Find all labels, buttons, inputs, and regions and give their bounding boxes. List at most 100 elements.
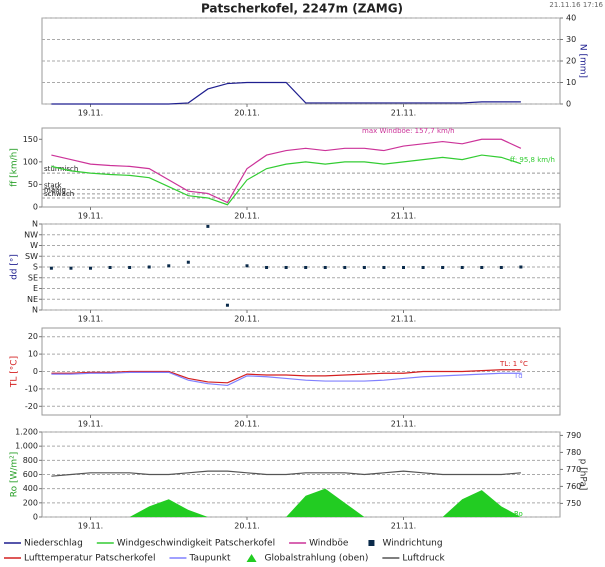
direction-point <box>323 265 327 269</box>
y-tick-label: -10 <box>25 384 38 393</box>
legend-label: Windgeschwindigkeit Patscherkofel <box>117 539 275 549</box>
x-tick-label: 21.11. <box>391 420 416 429</box>
legend-label: Lufttemperatur Patscherkofel <box>24 554 155 564</box>
annotation: TL: 1 °C <box>499 360 528 368</box>
y-tick-label: 0 <box>33 367 38 376</box>
x-tick-label: 21.11. <box>391 522 416 531</box>
y2-axis-label: N [mm] <box>578 44 588 78</box>
y2-tick-label: 10 <box>566 78 576 87</box>
direction-point <box>225 303 229 307</box>
y-tick-label: E <box>33 284 38 293</box>
series-line <box>51 81 521 105</box>
legend-label: Globalstrahlung (oben) <box>265 554 369 564</box>
y2-tick-label: 40 <box>566 14 576 23</box>
series-line <box>51 154 522 206</box>
y-tick-label: SE <box>28 273 38 282</box>
direction-point <box>206 224 210 228</box>
x-tick-label: 19.11. <box>78 420 103 429</box>
series-line <box>51 369 521 384</box>
direction-point <box>382 265 386 269</box>
x-tick-label: 21.11. <box>391 212 416 221</box>
y-tick-label: 150 <box>23 135 38 144</box>
y-tick-label: NE <box>27 295 38 304</box>
annotation: Ro <box>514 510 523 518</box>
y-tick-label: 400 <box>23 484 38 493</box>
y-tick-label: -20 <box>25 402 38 411</box>
legend-label: Windrichtung <box>382 539 442 549</box>
direction-point <box>421 265 425 269</box>
direction-point <box>186 260 190 264</box>
direction-point <box>284 265 288 269</box>
y-tick-label: N <box>32 306 38 315</box>
y-axis-label: ff [km/h] <box>10 148 20 187</box>
chart-title: Patscherkofel, 2247m (ZAMG) <box>201 2 403 16</box>
annotation: Td <box>513 372 523 380</box>
y-tick-label: NW <box>24 230 38 239</box>
y-tick-label: 20 <box>28 332 38 341</box>
direction-point <box>441 265 445 269</box>
direction-point <box>499 265 503 269</box>
direction-point <box>108 265 112 269</box>
y-tick-label: N <box>32 220 38 229</box>
x-tick-label: 20.11. <box>234 420 259 429</box>
direction-point <box>245 264 249 268</box>
y-tick-label: 600 <box>23 470 38 479</box>
radiation-area <box>51 488 521 517</box>
series-line <box>51 470 521 477</box>
direction-point <box>362 265 366 269</box>
x-tick-label: 20.11. <box>234 109 259 118</box>
y-tick-label: S <box>33 263 38 272</box>
direction-point <box>343 265 347 269</box>
series-line <box>51 138 522 204</box>
x-tick-label: 20.11. <box>234 315 259 324</box>
direction-point <box>480 265 484 269</box>
direction-point <box>304 265 308 269</box>
direction-point <box>49 266 53 270</box>
x-tick-label: 19.11. <box>78 109 103 118</box>
direction-point <box>128 265 132 269</box>
direction-point <box>167 264 171 268</box>
y-axis-label: TL [°C] <box>10 356 20 388</box>
direction-point <box>460 265 464 269</box>
y2-tick-label: 790 <box>566 431 581 440</box>
threshold-label: stark <box>44 181 63 189</box>
x-tick-label: 21.11. <box>391 109 416 118</box>
legend-label: Windböe <box>309 539 349 549</box>
y-axis-label: dd [°] <box>10 254 20 280</box>
threshold-label: schwach <box>44 190 74 198</box>
y2-tick-label: 760 <box>566 482 581 491</box>
y-axis-label: Ro [W/m²] <box>10 452 20 498</box>
y-tick-label: 200 <box>23 498 38 507</box>
panel-frame <box>41 127 561 208</box>
direction-point <box>265 265 269 269</box>
y2-tick-label: 770 <box>566 465 581 474</box>
x-tick-label: 19.11. <box>78 212 103 221</box>
y2-axis-label: p [hPa] <box>578 459 588 491</box>
direction-point <box>147 265 151 269</box>
y-tick-label: 10 <box>28 350 38 359</box>
direction-point <box>519 265 523 269</box>
y-tick-label: 800 <box>23 456 38 465</box>
threshold-label: mäßig <box>44 186 66 194</box>
legend-label: Taupunkt <box>188 554 231 564</box>
x-tick-label: 20.11. <box>234 212 259 221</box>
y2-tick-label: 750 <box>566 499 581 508</box>
annotation: ff: 95,8 km/h <box>510 156 555 164</box>
y2-tick-label: 0 <box>566 100 571 109</box>
x-tick-label: 20.11. <box>234 522 259 531</box>
legend-label: Luftdruck <box>402 554 445 564</box>
timestamp: 21.11.16 17:16 <box>549 1 603 9</box>
y2-tick-label: 30 <box>566 35 576 44</box>
legend-swatch <box>246 554 257 562</box>
legend-label: Niederschlag <box>24 539 83 549</box>
y-tick-label: 1.000 <box>15 442 38 451</box>
y2-tick-label: 780 <box>566 448 581 457</box>
y2-tick-label: 20 <box>566 57 576 66</box>
y-tick-label: SW <box>25 252 38 261</box>
direction-point <box>402 265 406 269</box>
direction-point <box>69 266 73 270</box>
x-tick-label: 19.11. <box>78 315 103 324</box>
y-tick-label: 100 <box>23 157 38 166</box>
legend-swatch <box>368 540 375 546</box>
